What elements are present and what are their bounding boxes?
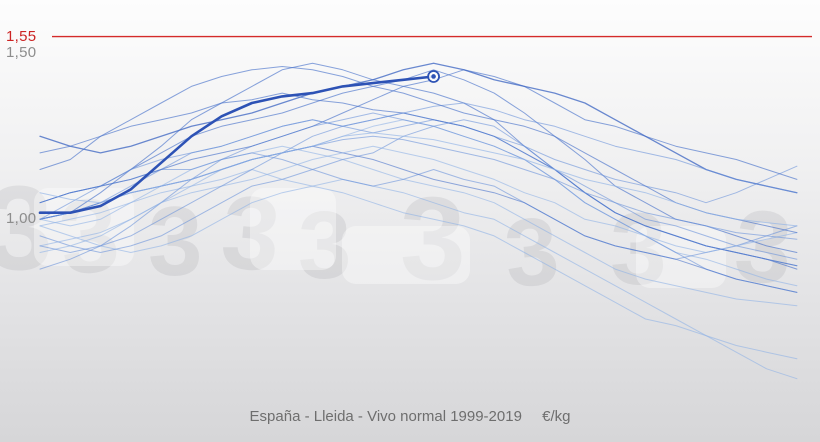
series-2010[interactable]	[39, 145, 798, 253]
series-2016[interactable]	[39, 102, 798, 253]
current-point-dot	[431, 74, 436, 79]
series-2013[interactable]	[39, 62, 798, 194]
series-2014[interactable]	[39, 92, 798, 267]
series-2008[interactable]	[39, 112, 798, 293]
series-2006[interactable]	[39, 69, 798, 253]
series-2007[interactable]	[39, 169, 798, 360]
series-2019[interactable]	[38, 75, 435, 214]
series-2003[interactable]	[39, 119, 798, 267]
series-2012[interactable]	[39, 69, 798, 204]
series-2000[interactable]	[39, 112, 798, 260]
caption-title: España - Lleida - Vivo normal 1999-2019	[249, 408, 522, 425]
axis-label-limit: 1,55	[6, 28, 37, 45]
series-2018[interactable]	[39, 132, 798, 227]
series-1999[interactable]	[39, 178, 798, 380]
axis-label-100: 1,00	[6, 210, 37, 227]
chart-caption: España - Lleida - Vivo normal 1999-2019 …	[0, 408, 820, 425]
axis-label-150: 1,50	[6, 44, 37, 61]
series-2017[interactable]	[39, 66, 798, 234]
series-2002[interactable]	[39, 145, 798, 307]
series-2004[interactable]	[39, 119, 798, 287]
caption-unit: €/kg	[542, 408, 571, 425]
